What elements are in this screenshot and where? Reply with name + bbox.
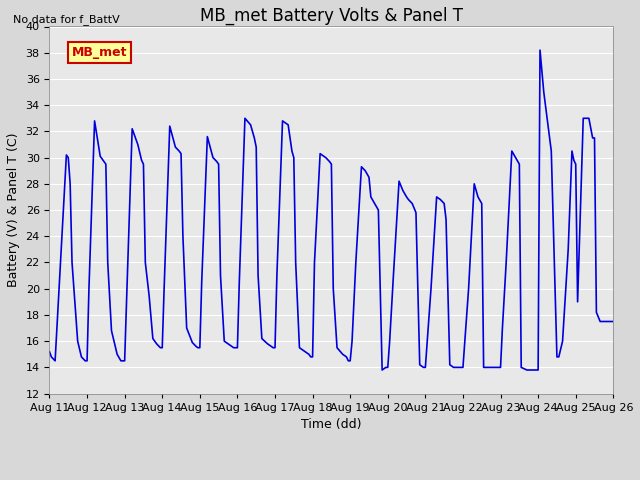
Y-axis label: Battery (V) & Panel T (C): Battery (V) & Panel T (C) (7, 133, 20, 288)
Title: MB_met Battery Volts & Panel T: MB_met Battery Volts & Panel T (200, 7, 463, 25)
Text: MB_met: MB_met (72, 46, 127, 59)
Text: No data for f_BattV: No data for f_BattV (13, 14, 120, 25)
X-axis label: Time (dd): Time (dd) (301, 418, 362, 431)
